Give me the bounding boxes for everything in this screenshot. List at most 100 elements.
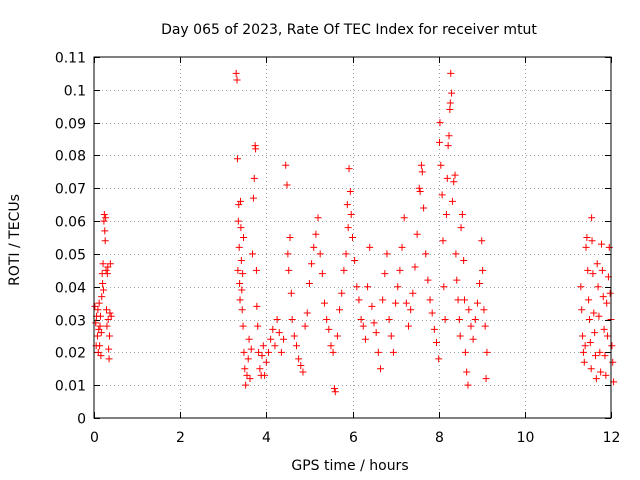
data-point xyxy=(235,243,243,251)
data-point xyxy=(237,224,245,232)
data-point xyxy=(591,352,599,360)
data-point xyxy=(316,250,324,258)
data-point xyxy=(103,322,111,330)
x-tick-label: 2 xyxy=(176,430,185,446)
data-point xyxy=(258,352,266,360)
y-tick-label: 0 xyxy=(77,412,86,428)
data-point xyxy=(94,306,102,314)
data-point xyxy=(244,355,252,363)
data-point xyxy=(430,325,438,333)
data-point xyxy=(252,266,260,274)
data-point xyxy=(361,335,369,343)
data-point xyxy=(346,188,354,196)
data-point xyxy=(415,184,423,192)
data-point xyxy=(381,270,389,278)
data-point xyxy=(234,266,242,274)
axis-ticks: 0 2 4 6 8 10 12 0 0.01 0.02 0.03 0.04 0.05 0.06 0.07 0.… xyxy=(55,51,621,447)
data-point xyxy=(480,306,488,314)
data-point xyxy=(598,240,606,248)
y-tick-label: 0.09 xyxy=(55,117,86,133)
data-point xyxy=(377,365,385,373)
data-point xyxy=(577,283,585,291)
data-point xyxy=(357,316,365,324)
data-point xyxy=(271,342,279,350)
data-point xyxy=(104,316,112,324)
data-point xyxy=(292,342,300,350)
data-point xyxy=(97,329,105,337)
data-point xyxy=(392,299,400,307)
data-point xyxy=(93,332,101,340)
data-point xyxy=(482,375,490,383)
data-point xyxy=(481,322,489,330)
data-point xyxy=(254,322,262,330)
data-point xyxy=(100,217,108,225)
data-point xyxy=(438,191,446,199)
data-point xyxy=(344,224,352,232)
data-point xyxy=(351,256,359,264)
data-point xyxy=(417,161,425,169)
data-point xyxy=(450,178,458,186)
data-points xyxy=(91,69,618,396)
data-point xyxy=(99,260,107,268)
data-point xyxy=(443,174,451,182)
data-point xyxy=(345,165,353,173)
data-point xyxy=(453,276,461,284)
data-point xyxy=(305,279,313,287)
data-point xyxy=(240,348,248,356)
data-point xyxy=(394,283,402,291)
data-point xyxy=(483,348,491,356)
data-point xyxy=(441,316,449,324)
data-point xyxy=(253,302,261,310)
data-point xyxy=(579,332,587,340)
data-point xyxy=(101,227,109,235)
data-point xyxy=(96,342,104,350)
data-point xyxy=(299,368,307,376)
data-point xyxy=(598,266,606,274)
data-point xyxy=(236,197,244,205)
data-point xyxy=(418,168,426,176)
data-point xyxy=(591,329,599,337)
data-point xyxy=(275,329,283,337)
data-point xyxy=(428,309,436,317)
data-point xyxy=(235,201,243,209)
data-point xyxy=(479,266,487,274)
data-point xyxy=(331,388,339,396)
data-point xyxy=(237,256,245,264)
data-point xyxy=(343,201,351,209)
data-point xyxy=(590,309,598,317)
data-point xyxy=(460,256,468,264)
data-point xyxy=(389,348,397,356)
data-point xyxy=(238,286,246,294)
data-point xyxy=(252,145,260,153)
data-point xyxy=(242,381,250,389)
data-point xyxy=(295,355,303,363)
data-point xyxy=(102,266,110,274)
y-tick-label: 0.06 xyxy=(55,215,86,231)
data-point xyxy=(312,230,320,238)
data-point xyxy=(277,348,285,356)
y-tick-label: 0.07 xyxy=(55,182,86,198)
data-point xyxy=(310,243,318,251)
data-point xyxy=(256,365,264,373)
data-point xyxy=(608,342,616,350)
data-point xyxy=(269,325,277,333)
data-point xyxy=(600,325,608,333)
data-point xyxy=(318,270,326,278)
x-tick-label: 8 xyxy=(435,430,444,446)
data-point xyxy=(589,270,597,278)
data-point xyxy=(594,283,602,291)
data-point xyxy=(456,332,464,340)
y-tick-label: 0.04 xyxy=(55,281,86,297)
data-point xyxy=(236,296,244,304)
data-point xyxy=(297,361,305,369)
data-point xyxy=(249,194,257,202)
data-point xyxy=(106,260,114,268)
data-point xyxy=(239,322,247,330)
data-point xyxy=(106,332,114,340)
x-tick-label: 4 xyxy=(262,430,271,446)
data-point xyxy=(442,211,450,219)
data-point xyxy=(588,214,596,222)
data-point xyxy=(436,119,444,127)
data-point xyxy=(454,296,462,304)
data-point xyxy=(284,250,292,258)
